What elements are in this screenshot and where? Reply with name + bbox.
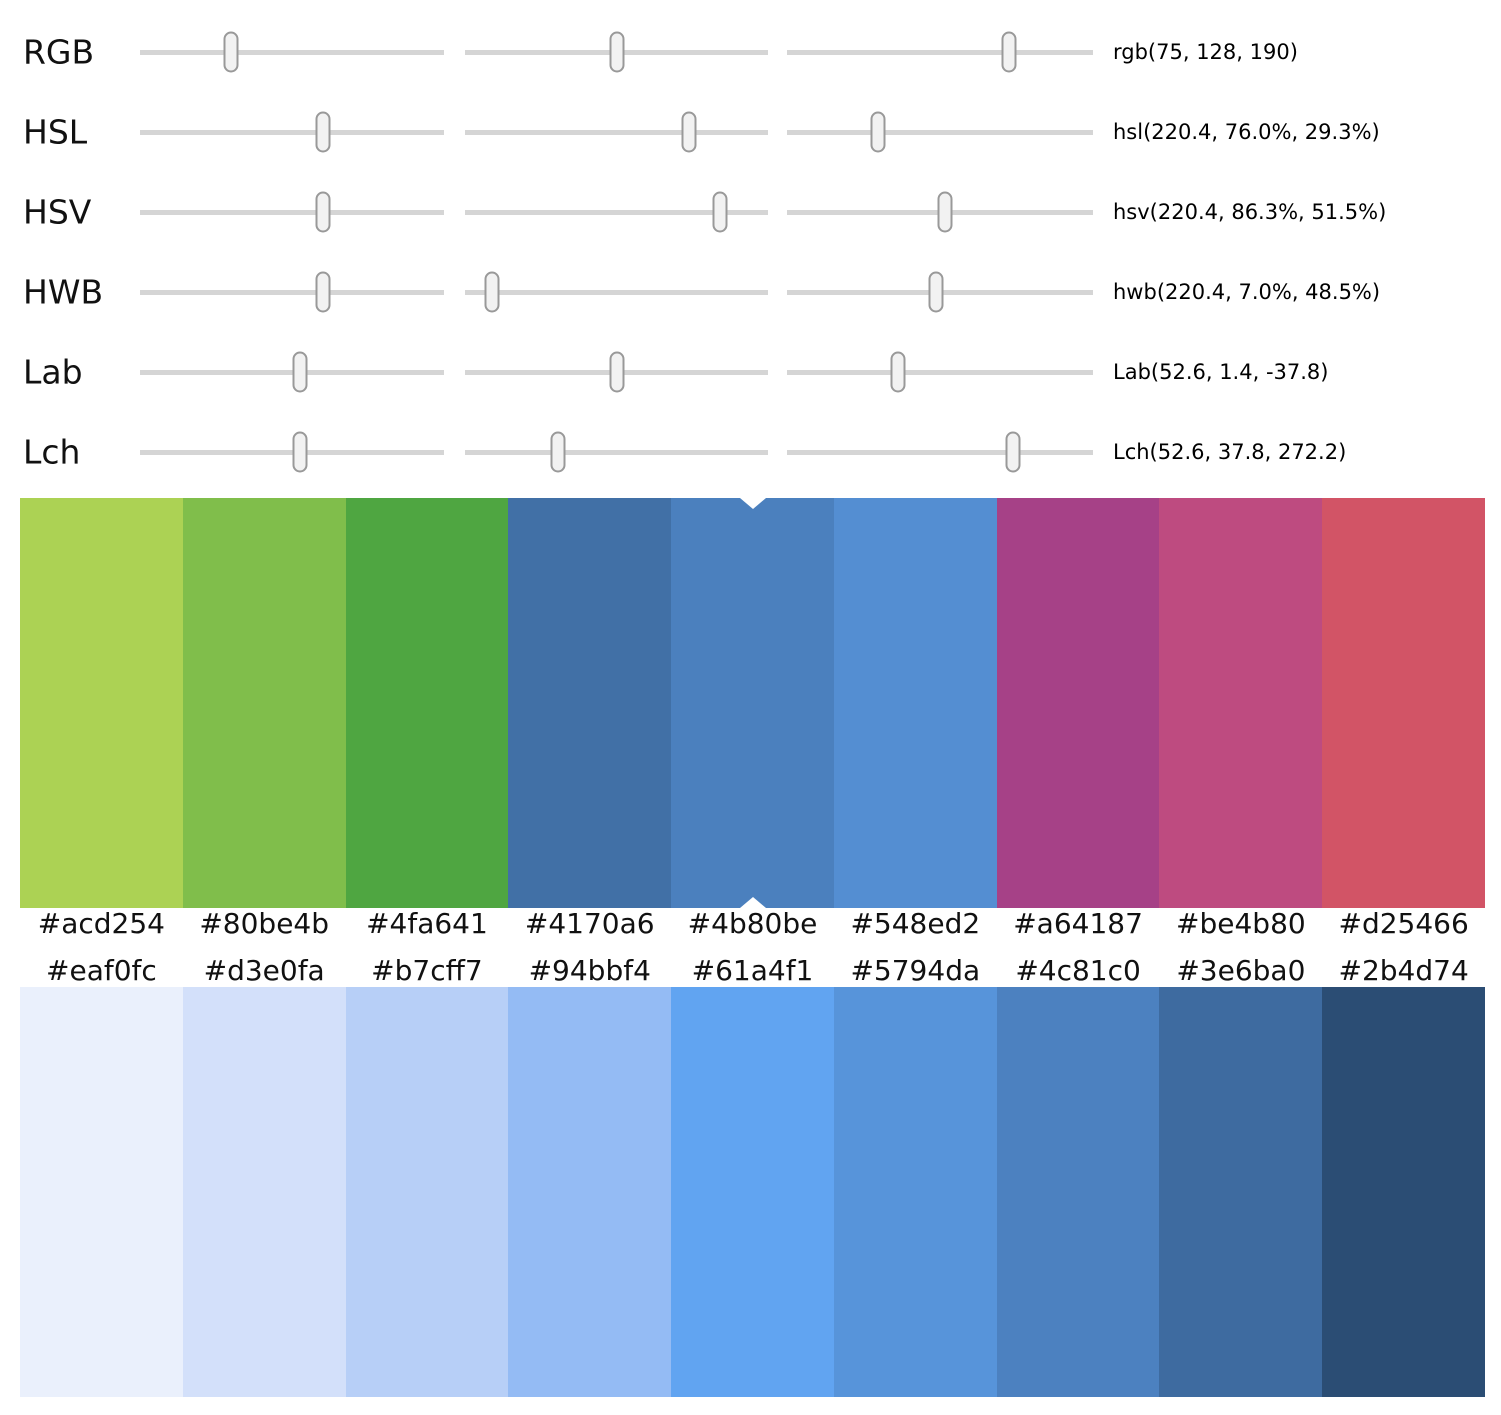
colorspace-label: RGB <box>23 32 95 72</box>
palette-swatch[interactable] <box>20 498 183 908</box>
slider-track[interactable] <box>787 31 1093 73</box>
slider-track[interactable] <box>465 431 768 473</box>
slider-thumb[interactable] <box>870 111 886 153</box>
palette-swatch[interactable] <box>996 987 1160 1397</box>
colorspace-label: Lab <box>23 352 83 392</box>
slider-track[interactable] <box>787 111 1093 153</box>
color-value-text: hwb(220.4, 7.0%, 48.5%) <box>1113 280 1381 304</box>
hex-label: #be4b80 <box>1176 907 1306 940</box>
shade-palette <box>20 987 1486 1397</box>
slider-track[interactable] <box>787 191 1093 233</box>
slider-thumb[interactable] <box>550 431 566 473</box>
slider-track[interactable] <box>787 431 1093 473</box>
palette-swatch[interactable] <box>833 498 997 908</box>
palette-swatch[interactable] <box>20 987 183 1397</box>
slider-track[interactable] <box>787 271 1093 313</box>
slider-thumb[interactable] <box>223 31 239 73</box>
slider-row: Lab Lab(52.6, 1.4, -37.8) <box>0 332 1501 412</box>
hex-label: #3e6ba0 <box>1176 954 1306 987</box>
palette-swatch[interactable] <box>182 987 346 1397</box>
hex-label: #4fa641 <box>366 907 488 940</box>
palette-swatch[interactable] <box>182 498 346 908</box>
slider-track[interactable] <box>140 111 444 153</box>
hue-palette <box>20 498 1486 908</box>
slider-thumb[interactable] <box>681 111 697 153</box>
slider-thumb[interactable] <box>1001 31 1017 73</box>
color-value-text: hsv(220.4, 86.3%, 51.5%) <box>1113 200 1387 224</box>
hex-label: #b7cff7 <box>371 954 483 987</box>
palette-swatch[interactable] <box>1322 498 1486 908</box>
color-value-text: rgb(75, 128, 190) <box>1113 40 1298 64</box>
slider-thumb[interactable] <box>292 431 308 473</box>
slider-thumb[interactable] <box>928 271 944 313</box>
hex-label: #acd254 <box>37 907 165 940</box>
slider-thumb[interactable] <box>712 191 728 233</box>
slider-thumb[interactable] <box>315 111 331 153</box>
hex-label: #d3e0fa <box>203 954 325 987</box>
palette-swatch[interactable] <box>508 987 672 1397</box>
selected-swatch-marker <box>739 498 766 509</box>
slider-row: Lch Lch(52.6, 37.8, 272.2) <box>0 412 1501 492</box>
slider-track[interactable] <box>140 431 444 473</box>
slider-thumb[interactable] <box>937 191 953 233</box>
palette-swatch[interactable] <box>345 498 509 908</box>
hex-label: #a64187 <box>1013 907 1143 940</box>
slider-thumb[interactable] <box>1005 431 1021 473</box>
hex-label: #4170a6 <box>524 907 655 940</box>
slider-track[interactable] <box>787 351 1093 393</box>
colorspace-label: HWB <box>23 272 104 312</box>
slider-track[interactable] <box>140 351 444 393</box>
palette-swatch[interactable] <box>1159 987 1323 1397</box>
hex-label: #94bbf4 <box>528 954 651 987</box>
slider-row: RGB rgb(75, 128, 190) <box>0 12 1501 92</box>
hex-label: #548ed2 <box>850 907 981 940</box>
slider-track[interactable] <box>140 31 444 73</box>
hex-label: #d25466 <box>1338 907 1469 940</box>
shade-palette-hex-labels: #eaf0fc #d3e0fa #b7cff7 #94bbf4 #61a4f1 #5794… <box>20 953 1485 989</box>
color-value-text: Lch(52.6, 37.8, 272.2) <box>1113 440 1347 464</box>
slider-track[interactable] <box>465 191 768 233</box>
colorspace-label: HSL <box>23 112 88 152</box>
slider-track[interactable] <box>465 31 768 73</box>
palette-swatch[interactable] <box>1159 498 1323 908</box>
slider-row: HWB hwb(220.4, 7.0%, 48.5%) <box>0 252 1501 332</box>
slider-row: HSL hsl(220.4, 76.0%, 29.3%) <box>0 92 1501 172</box>
palette-swatch[interactable] <box>671 498 834 908</box>
color-value-text: Lab(52.6, 1.4, -37.8) <box>1113 360 1329 384</box>
slider-track[interactable] <box>465 111 768 153</box>
slider-thumb[interactable] <box>315 271 331 313</box>
colorspace-label: Lch <box>23 432 81 472</box>
palette-swatch[interactable] <box>508 498 672 908</box>
hex-label: #5794da <box>850 954 981 987</box>
slider-thumb[interactable] <box>609 31 624 73</box>
slider-track[interactable] <box>140 191 444 233</box>
selected-swatch-marker <box>739 897 766 908</box>
hex-label: #4c81c0 <box>1015 954 1141 987</box>
slider-thumb[interactable] <box>609 351 625 393</box>
slider-track[interactable] <box>140 271 444 313</box>
slider-thumb[interactable] <box>292 351 308 393</box>
slider-thumb[interactable] <box>484 271 500 313</box>
hue-palette-hex-labels: #acd254 #80be4b #4fa641 #4170a6 #4b80be #548e… <box>20 906 1485 942</box>
hex-label: #eaf0fc <box>46 954 157 987</box>
palette-swatch[interactable] <box>996 498 1160 908</box>
hex-label: #2b4d74 <box>1338 954 1469 987</box>
colorspace-label: HSV <box>23 192 92 232</box>
hex-label: #80be4b <box>199 907 330 940</box>
slider-thumb[interactable] <box>315 191 331 233</box>
hex-label: #4b80be <box>687 907 818 940</box>
palette-swatch[interactable] <box>1322 987 1486 1397</box>
slider-track[interactable] <box>465 271 768 313</box>
palette-swatch[interactable] <box>345 987 509 1397</box>
slider-row: HSV hsv(220.4, 86.3%, 51.5%) <box>0 172 1501 252</box>
color-slider-panel: RGB rgb(75, 128, 190) HSL hsl(220.4, 76.… <box>0 12 1501 492</box>
palette-swatch[interactable] <box>671 987 834 1397</box>
slider-track[interactable] <box>465 351 768 393</box>
hex-label: #61a4f1 <box>691 954 814 987</box>
color-value-text: hsl(220.4, 76.0%, 29.3%) <box>1113 120 1380 144</box>
palette-swatch[interactable] <box>833 987 997 1397</box>
slider-thumb[interactable] <box>890 351 906 393</box>
